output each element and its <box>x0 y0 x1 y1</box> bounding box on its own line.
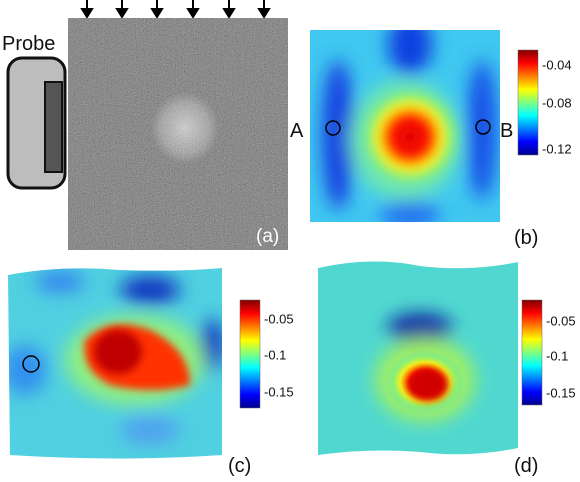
colorbar-tick-label: -0.05 <box>264 311 294 326</box>
panel-label: (c) <box>228 455 251 477</box>
panel-label: (a) <box>256 226 279 247</box>
panel-label: (d) <box>514 455 538 477</box>
panel-label: (b) <box>514 227 538 249</box>
heatmap-c <box>8 268 222 459</box>
colorbar-tick-label: -0.15 <box>264 384 294 399</box>
inclusion <box>151 92 219 164</box>
point-marker <box>22 355 40 373</box>
colorbar-tick-label: -0.1 <box>264 347 286 362</box>
arrow <box>150 0 164 19</box>
point-marker <box>325 120 341 136</box>
point-label: B <box>500 120 513 142</box>
colorbar <box>521 299 543 406</box>
heatmap-d <box>318 261 518 455</box>
point-label: A <box>290 120 304 142</box>
colorbar-tick-label: -0.05 <box>546 313 576 328</box>
colorbar-tick-label: -0.04 <box>542 57 572 72</box>
arrows <box>80 0 271 19</box>
arrow <box>186 0 200 19</box>
arrow <box>115 0 129 19</box>
colorbar-tick-label: -0.08 <box>542 95 572 110</box>
arrow <box>222 0 236 19</box>
colorbar-tick-label: -0.12 <box>542 141 572 156</box>
colorbar-tick-label: -0.15 <box>546 385 576 400</box>
colorbar <box>239 299 261 409</box>
arrow <box>257 0 271 19</box>
probe-label: Probe <box>2 33 55 55</box>
probe-element <box>44 81 63 173</box>
arrow <box>80 0 94 19</box>
point-marker <box>475 119 491 135</box>
colorbar-tick-label: -0.1 <box>546 348 568 363</box>
colorbar <box>517 49 539 156</box>
heatmap-b <box>310 30 500 222</box>
